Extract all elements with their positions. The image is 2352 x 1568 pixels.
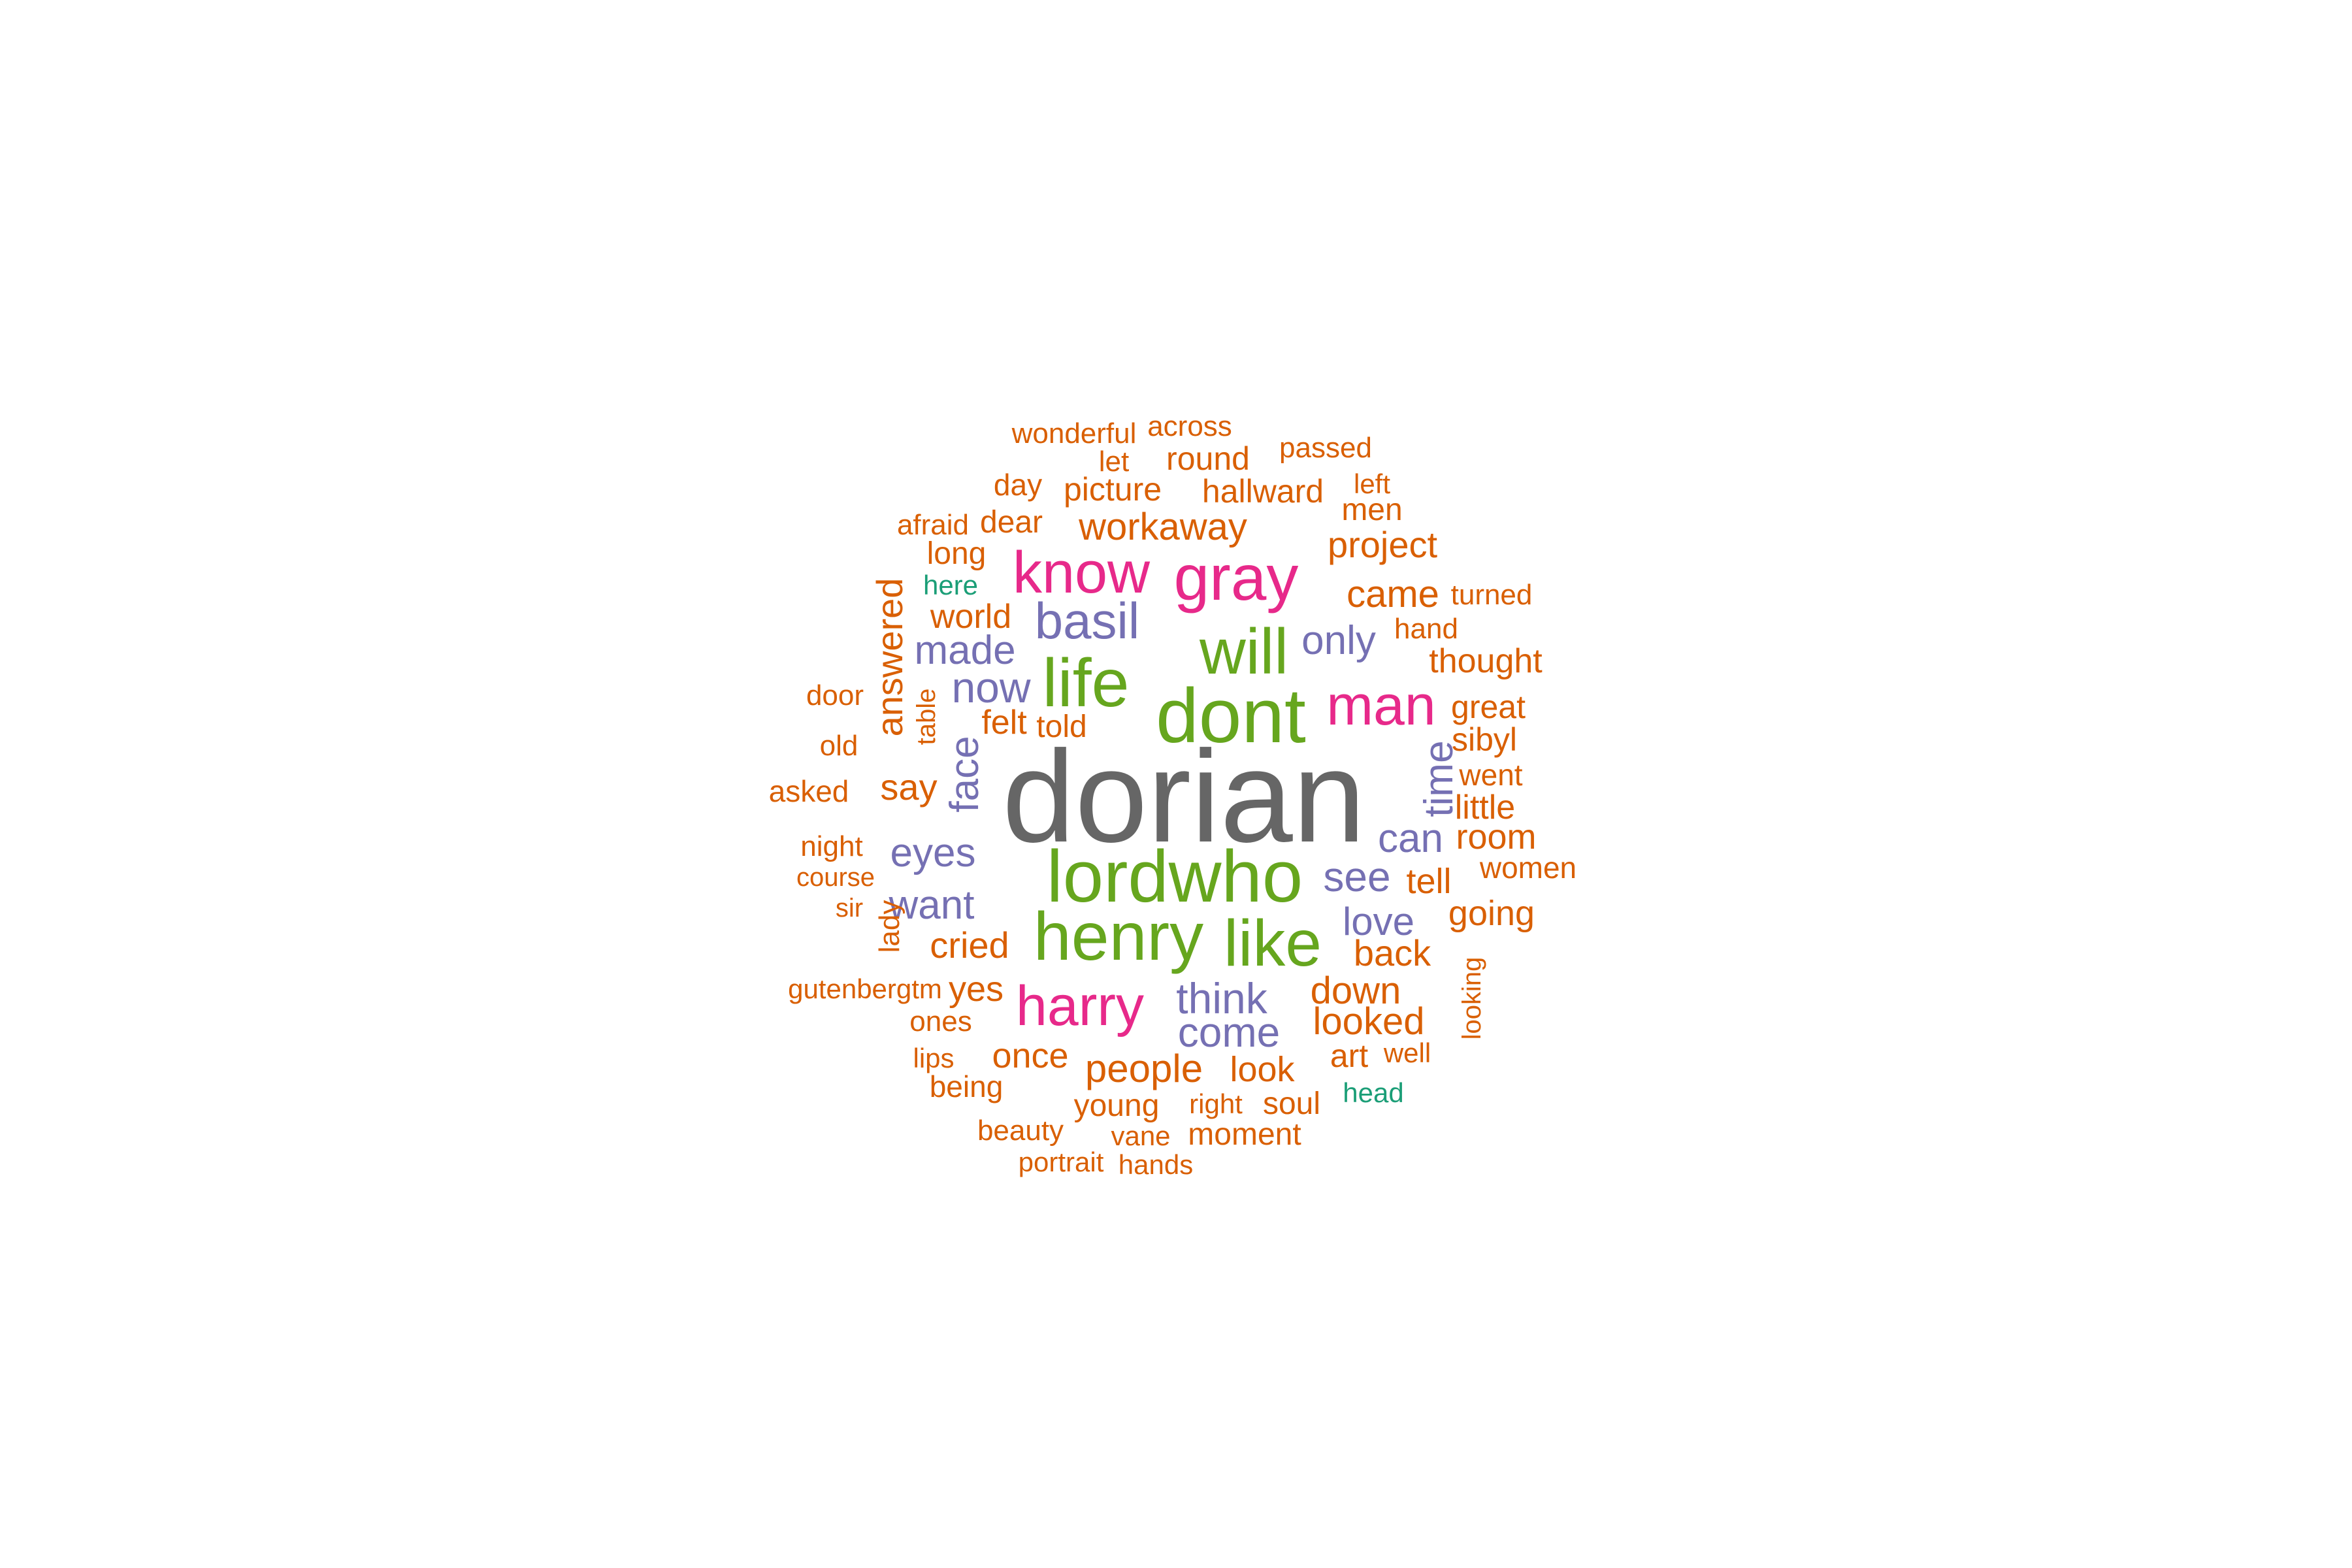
word-project: project: [1327, 524, 1438, 565]
word-know: know: [1012, 540, 1151, 606]
word-beauty: beauty: [977, 1115, 1064, 1147]
word-room: room: [1456, 817, 1537, 857]
word-think: think: [1176, 974, 1267, 1022]
word-turned: turned: [1450, 579, 1533, 611]
word-life: life: [1042, 645, 1130, 721]
word-little: little: [1454, 789, 1516, 826]
word-yes: yes: [948, 970, 1004, 1009]
word-made: made: [914, 628, 1016, 673]
word-thought: thought: [1429, 642, 1543, 680]
word-gray: gray: [1173, 542, 1299, 613]
word-can: can: [1378, 816, 1443, 861]
word-portrait: portrait: [1018, 1147, 1104, 1177]
word-people: people: [1085, 1047, 1203, 1090]
word-looking: looking: [1458, 956, 1486, 1040]
word-soul: soul: [1262, 1086, 1321, 1121]
word-long: long: [926, 536, 987, 571]
word-going: going: [1448, 894, 1535, 933]
word-afraid: afraid: [896, 509, 970, 541]
word-back: back: [1353, 932, 1431, 973]
word-vane: vane: [1111, 1120, 1171, 1151]
word-gutenbergtm: gutenbergtm: [788, 973, 942, 1004]
word-young: young: [1073, 1088, 1160, 1123]
word-hands: hands: [1118, 1149, 1194, 1180]
word-want: want: [889, 883, 975, 928]
word-here: here: [923, 570, 979, 600]
word-great: great: [1451, 689, 1526, 725]
word-women: women: [1479, 851, 1577, 885]
word-picture: picture: [1063, 471, 1162, 508]
word-felt: felt: [981, 704, 1027, 742]
word-tell: tell: [1406, 862, 1452, 901]
word-harry: harry: [1016, 975, 1144, 1037]
word-like: like: [1223, 907, 1322, 980]
word-being: being: [929, 1070, 1004, 1103]
word-wonderful: wonderful: [1011, 417, 1137, 449]
word-ones: ones: [909, 1005, 972, 1037]
word-dorian: dorian: [1002, 724, 1365, 870]
word-looked: looked: [1313, 1000, 1425, 1043]
word-dear: dear: [979, 505, 1043, 540]
word-passed: passed: [1279, 432, 1372, 464]
word-cried: cried: [930, 924, 1009, 966]
word-well: well: [1383, 1037, 1431, 1068]
word-let: let: [1098, 446, 1130, 478]
word-eyes: eyes: [890, 830, 976, 875]
word-went: went: [1459, 758, 1523, 792]
word-come: come: [1177, 1009, 1281, 1056]
word-only: only: [1301, 618, 1376, 663]
word-round: round: [1166, 440, 1250, 477]
word-old: old: [819, 730, 858, 762]
word-see: see: [1323, 853, 1391, 900]
word-sir: sir: [835, 894, 864, 923]
word-day: day: [993, 468, 1043, 502]
word-once: once: [992, 1036, 1069, 1075]
word-lips: lips: [913, 1043, 955, 1073]
word-answered: answered: [869, 578, 910, 737]
word-love: love: [1342, 900, 1415, 943]
word-head: head: [1343, 1077, 1404, 1108]
word-face: face: [942, 736, 987, 813]
word-right: right: [1189, 1088, 1243, 1119]
word-door: door: [806, 679, 864, 711]
word-dont: dont: [1156, 673, 1306, 759]
word-say: say: [880, 766, 938, 808]
word-moment: moment: [1188, 1117, 1301, 1152]
word-course: course: [796, 863, 875, 892]
word-will: will: [1199, 615, 1289, 687]
word-men: men: [1341, 493, 1403, 527]
word-came: came: [1347, 573, 1439, 615]
word-basil: basil: [1034, 592, 1140, 649]
word-lady: lady: [874, 900, 906, 953]
word-down: down: [1310, 970, 1401, 1012]
word-look: look: [1230, 1050, 1295, 1089]
word-told: told: [1036, 710, 1087, 744]
word-world: world: [930, 598, 1012, 636]
word-sibyl: sibyl: [1451, 721, 1518, 758]
word-now: now: [951, 663, 1031, 711]
word-henry: henry: [1033, 899, 1204, 975]
word-asked: asked: [768, 774, 849, 808]
word-hallward: hallward: [1201, 473, 1324, 510]
word-left: left: [1353, 468, 1391, 499]
word-table: table: [912, 688, 941, 745]
word-art: art: [1330, 1037, 1369, 1074]
word-workaway: workaway: [1079, 506, 1247, 548]
word-across: across: [1147, 410, 1232, 442]
word-hand: hand: [1394, 613, 1458, 645]
word-man: man: [1326, 674, 1436, 737]
word-night: night: [800, 830, 863, 862]
word-lordwho: lordwho: [1046, 836, 1303, 917]
